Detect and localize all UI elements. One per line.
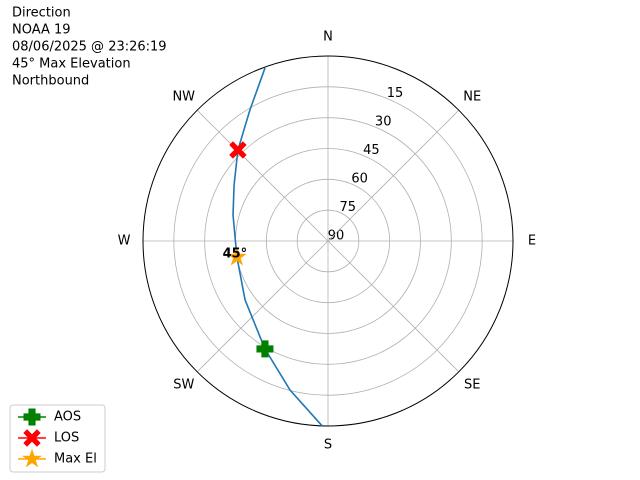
theta-tick-label: NE	[463, 89, 481, 104]
legend-marker	[23, 408, 41, 426]
legend-marker	[22, 448, 42, 468]
legend-label: Max El	[54, 452, 97, 467]
polar-frame	[142, 55, 514, 427]
theta-tick-label: NW	[172, 89, 195, 104]
marker-plus	[256, 340, 274, 358]
title-line: NOAA 19	[12, 23, 71, 38]
title-line: 45° Max Elevation	[12, 57, 131, 72]
title-line: Direction	[12, 6, 71, 21]
legend-label: AOS	[54, 410, 81, 425]
grid-spoke	[327, 109, 460, 242]
theta-tick-label: S	[324, 438, 332, 453]
grid-spoke	[327, 240, 460, 373]
theta-tick-label: SE	[464, 378, 480, 393]
marker-star	[226, 246, 247, 266]
legend-marker	[23, 429, 41, 447]
r-tick-label: 15	[387, 86, 404, 101]
grid-spoke	[196, 109, 329, 242]
theta-tick-label: W	[118, 234, 131, 249]
r-tick-label: 60	[351, 172, 368, 187]
theta-tick-label: N	[323, 30, 333, 45]
r-tick-label: 45	[363, 143, 380, 158]
grid-spoke	[196, 240, 329, 373]
theta-tick-label: E	[528, 234, 536, 249]
annotation: 45°	[223, 247, 248, 262]
marker-x	[229, 141, 247, 159]
r-tick-label: 75	[340, 200, 357, 215]
r-tick-label: 30	[375, 115, 392, 130]
theta-tick-label: SW	[173, 378, 194, 393]
track-line	[232, 67, 323, 427]
r-tick-label: 90	[328, 229, 345, 244]
title-line: 08/06/2025 @ 23:26:19	[12, 40, 167, 55]
title-line: Northbound	[12, 74, 89, 89]
legend-label: LOS	[54, 431, 79, 446]
